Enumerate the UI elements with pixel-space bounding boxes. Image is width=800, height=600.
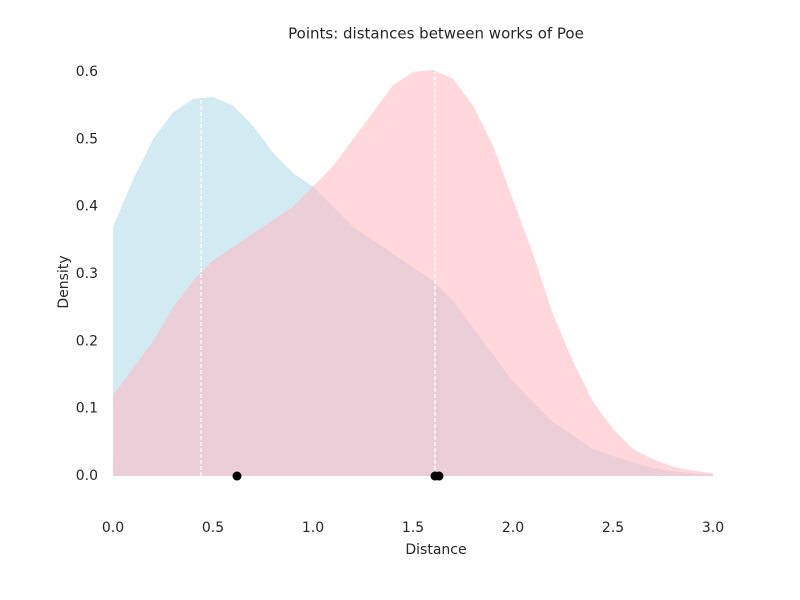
chart-title: Points: distances between works of Poe <box>288 25 584 43</box>
y-tick-label: 0.4 <box>76 199 98 215</box>
y-tick-label: 0.5 <box>76 131 98 147</box>
data-point <box>434 471 444 481</box>
x-tick-label: 1.5 <box>402 520 424 536</box>
x-tick-label: 3.0 <box>702 520 724 536</box>
data-point <box>232 471 242 481</box>
y-tick-label: 0.0 <box>76 468 98 484</box>
x-tick-label: 0.5 <box>202 520 224 536</box>
x-tick-label: 0.0 <box>102 520 124 536</box>
y-tick-label: 0.3 <box>76 266 98 282</box>
y-tick-label: 0.6 <box>76 64 98 80</box>
y-axis-label: Density <box>56 255 72 308</box>
y-tick-label: 0.1 <box>76 401 98 417</box>
x-tick-label: 1.0 <box>302 520 324 536</box>
x-axis-label: Distance <box>405 542 466 558</box>
y-tick-label: 0.2 <box>76 333 98 349</box>
x-tick-label: 2.0 <box>502 520 524 536</box>
density-area <box>113 69 713 477</box>
x-tick-label: 2.5 <box>602 520 624 536</box>
